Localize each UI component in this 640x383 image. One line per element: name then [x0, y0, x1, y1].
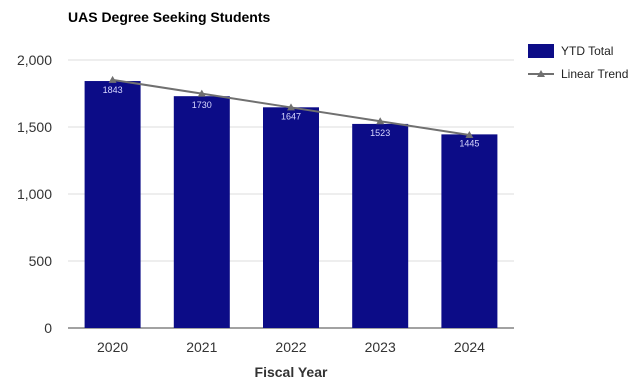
- x-tick-label-2024: 2024: [454, 339, 485, 355]
- legend-label-ytd-total: YTD Total: [561, 44, 613, 58]
- y-tick-label: 500: [29, 253, 53, 269]
- legend: YTD Total Linear Trend: [528, 44, 628, 81]
- y-tick-label: 0: [44, 320, 52, 336]
- legend-marker-linear-trend: [537, 70, 545, 77]
- x-tick-label-2023: 2023: [365, 339, 396, 355]
- data-label-2023: 1523: [370, 128, 390, 138]
- data-label-2020: 1843: [103, 85, 123, 95]
- data-label-2024: 1445: [459, 138, 479, 148]
- bars: [84, 81, 498, 329]
- data-labels: 1843 1730 1647 1523 1445: [103, 85, 480, 148]
- chart-title: UAS Degree Seeking Students: [68, 9, 270, 25]
- x-tick-label-2020: 2020: [97, 339, 128, 355]
- bar-2022: [263, 107, 319, 328]
- y-tick-label: 1,000: [17, 186, 52, 202]
- trend-point: [287, 103, 295, 111]
- y-axis: 0 500 1,000 1,500 2,000: [17, 52, 52, 336]
- trend-point: [197, 89, 206, 97]
- legend-label-linear-trend: Linear Trend: [561, 67, 628, 81]
- x-tick-label-2022: 2022: [275, 339, 306, 355]
- x-axis-title: Fiscal Year: [255, 364, 328, 380]
- trend-point: [465, 131, 474, 139]
- trend-point: [108, 75, 117, 83]
- y-tick-label: 2,000: [17, 52, 52, 68]
- trend-line: [108, 75, 474, 139]
- legend-swatch-ytd-total: [528, 44, 554, 58]
- trend-point: [376, 117, 385, 125]
- x-tick-label-2021: 2021: [186, 339, 217, 355]
- bar-2024: [441, 134, 498, 328]
- bar-2021: [173, 96, 230, 329]
- x-axis: 2020 2021 2022 2023 2024: [97, 339, 485, 355]
- bar-2020: [84, 81, 141, 329]
- data-label-2021: 1730: [192, 100, 212, 110]
- y-tick-label: 1,500: [17, 119, 52, 135]
- data-label-2022: 1647: [281, 111, 301, 121]
- bar-2023: [352, 123, 409, 328]
